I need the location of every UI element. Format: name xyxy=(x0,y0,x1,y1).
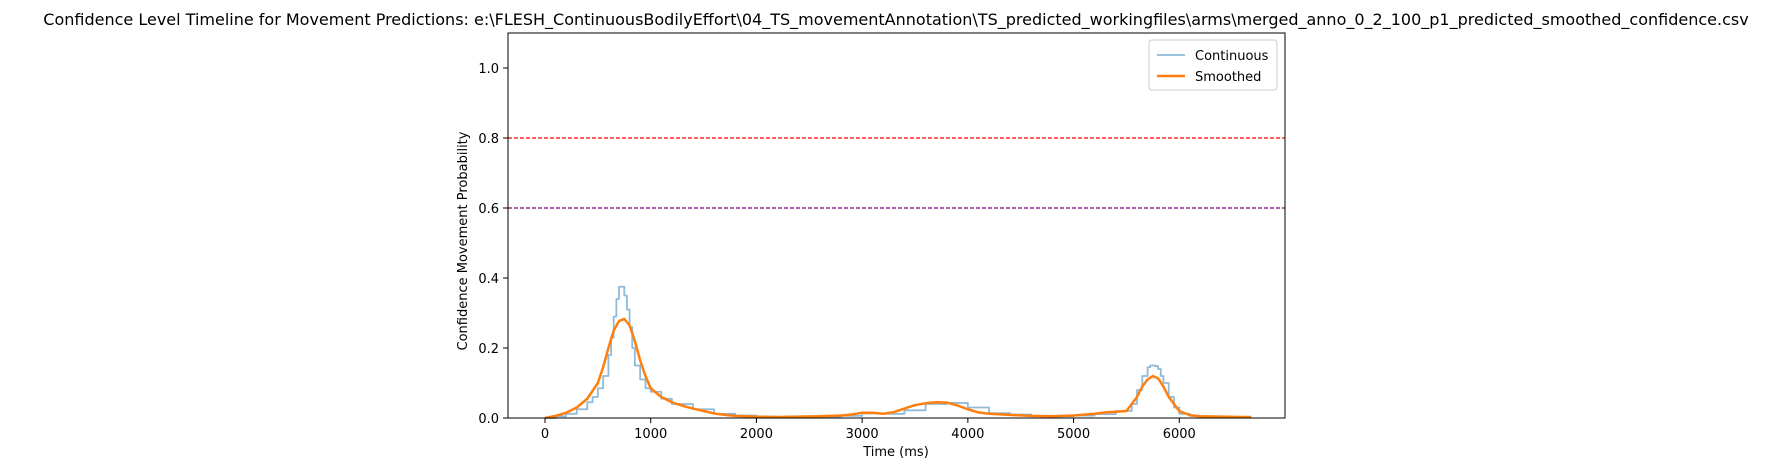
legend-label-smoothed: Smoothed xyxy=(1195,70,1261,85)
y-axis-label: Confidence Movement Probability xyxy=(456,131,471,350)
y-tick-label: 0.4 xyxy=(478,272,499,287)
legend: Continuous Smoothed xyxy=(1148,39,1278,91)
plot-area: 0 1000 2000 3000 4000 5000 6000 0.0 0.2 0.4 0.6 0.8… xyxy=(478,32,1286,442)
x-tick-label: 2000 xyxy=(740,427,773,442)
series-continuous-line xyxy=(545,285,1252,419)
y-tick-label: 0.8 xyxy=(478,132,499,147)
x-tick-label: 1000 xyxy=(634,427,667,442)
series-smoothed-line xyxy=(544,317,1252,420)
legend-box xyxy=(1148,39,1278,91)
y-tick-label: 0.2 xyxy=(478,342,499,357)
y-tick-label: 0.0 xyxy=(478,412,499,427)
x-axis-label: Time (ms) xyxy=(862,445,929,460)
x-tick-label: 3000 xyxy=(846,427,879,442)
chart-title: Confidence Level Timeline for Movement P… xyxy=(43,10,1748,30)
x-tick-label: 4000 xyxy=(951,427,984,442)
plot-frame xyxy=(507,32,1286,419)
legend-label-continuous: Continuous xyxy=(1195,49,1269,64)
x-tick-label: 5000 xyxy=(1057,427,1090,442)
y-tick-label: 1.0 xyxy=(478,62,499,77)
x-tick-label: 0 xyxy=(541,427,549,442)
x-tick-label: 6000 xyxy=(1163,427,1196,442)
y-tick-label: 0.6 xyxy=(478,202,499,217)
